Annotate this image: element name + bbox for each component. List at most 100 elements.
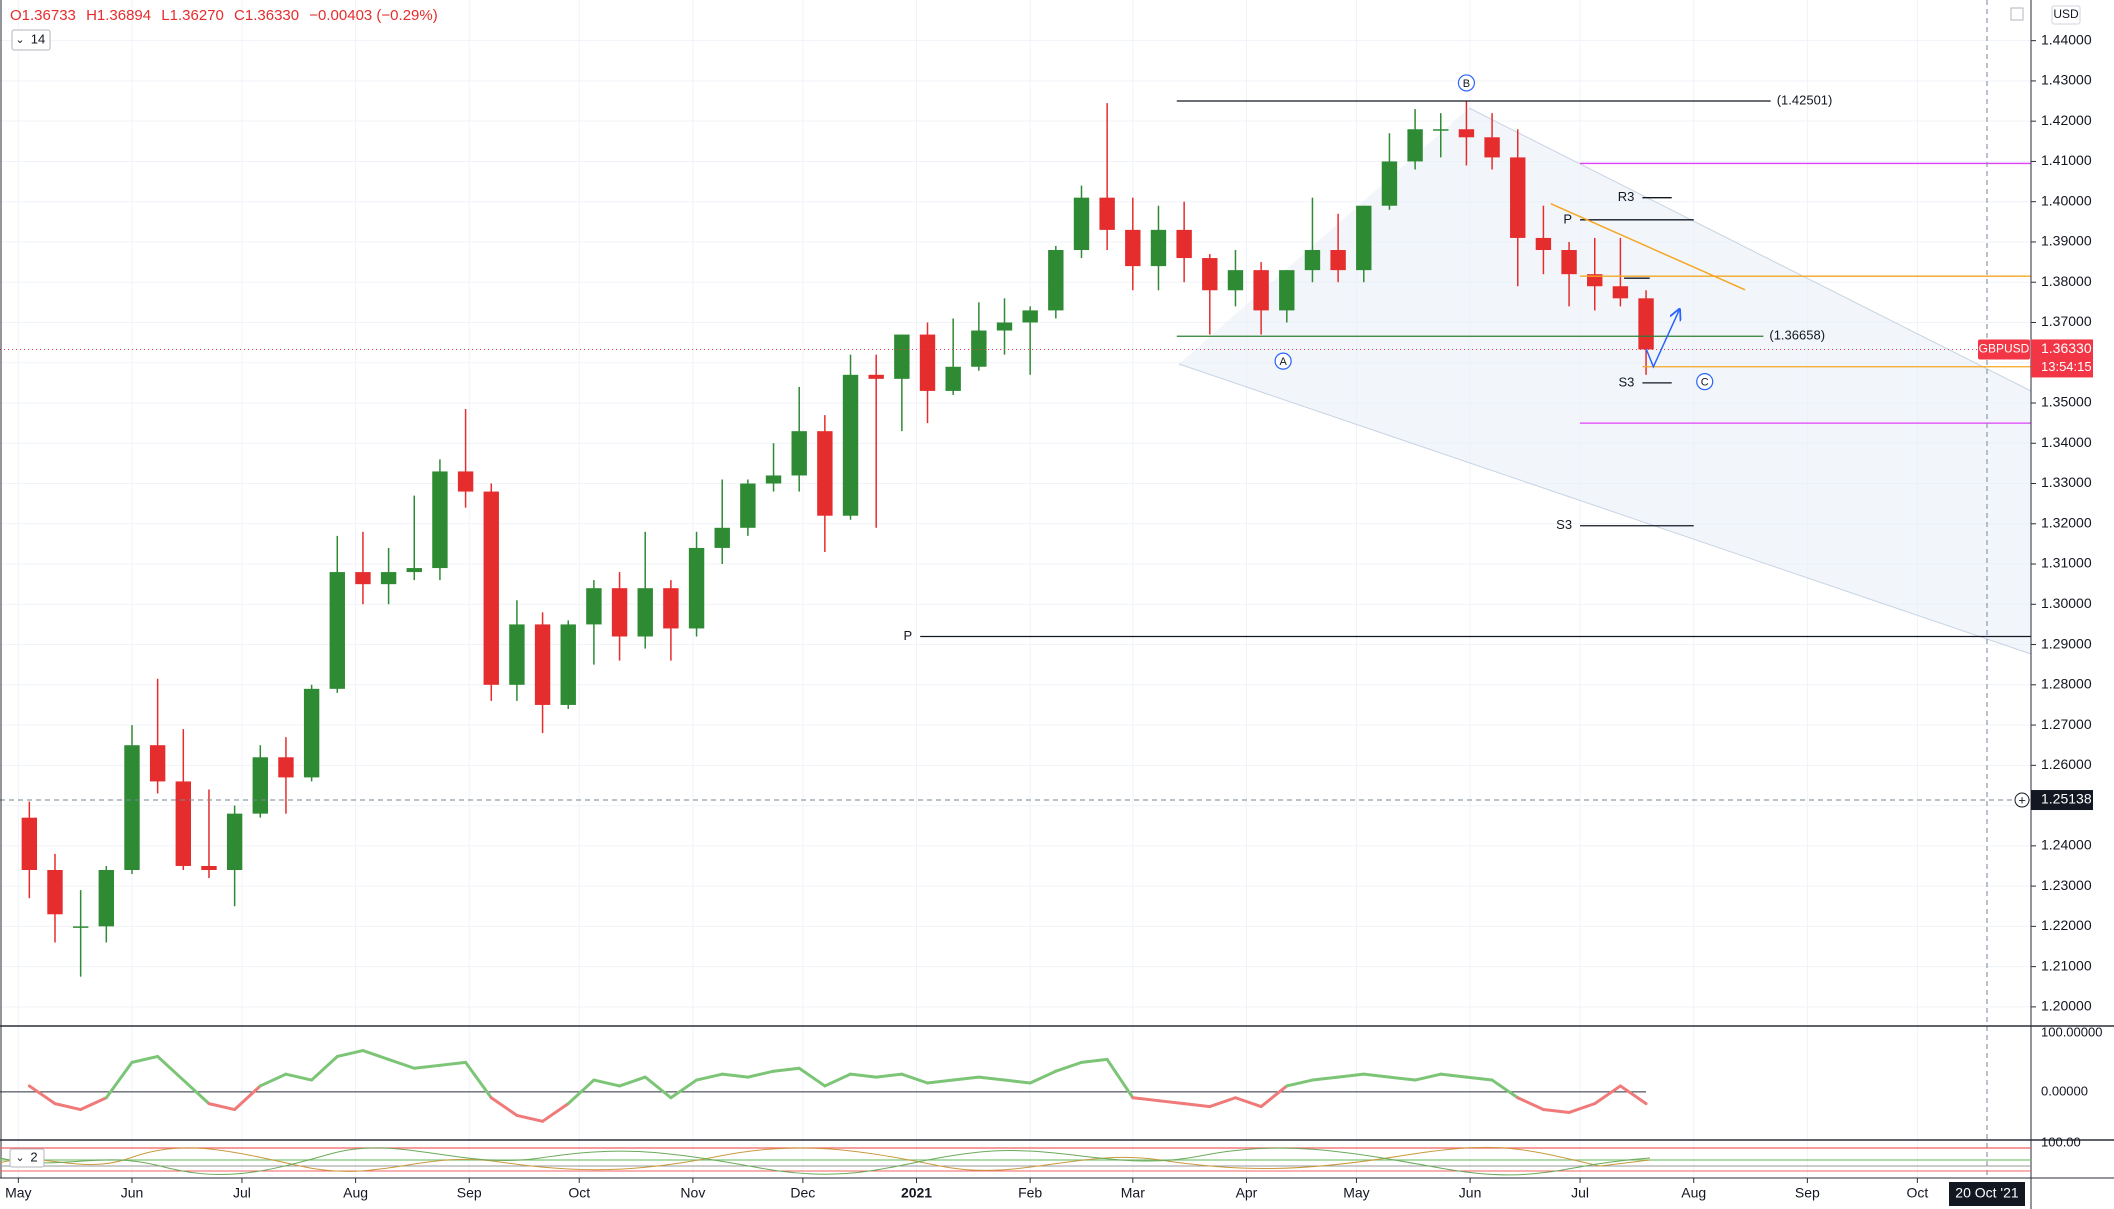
oscillator-segment	[1105, 1057, 1135, 1100]
y-tick-label: 1.23000	[2041, 877, 2092, 893]
candle-body	[1202, 258, 1218, 291]
candle-body	[483, 491, 499, 685]
candle-body	[534, 624, 551, 705]
candle-body	[1176, 229, 1192, 259]
oscillator-segment	[926, 1078, 955, 1085]
pivot-label: S3	[1618, 374, 1634, 389]
oscillator-segment	[797, 1066, 827, 1088]
candle-body	[1638, 298, 1654, 350]
candle-body	[1356, 205, 1372, 271]
price-tag	[2031, 339, 2093, 378]
y-tick-label: 1.20000	[2041, 998, 2092, 1014]
oscillator-segment	[1490, 1078, 1520, 1100]
candle-body	[149, 745, 166, 782]
candle-body	[380, 572, 397, 585]
oscillator-segment	[489, 1096, 519, 1117]
trendline	[1550, 203, 1746, 291]
interval-box[interactable]	[11, 29, 51, 51]
candle-body	[201, 865, 217, 871]
x-tick-label: May	[5, 1185, 31, 1201]
y-tick-label: 1.21000	[2041, 957, 2092, 973]
candle-body	[971, 330, 987, 367]
oscillator-segment	[1464, 1075, 1494, 1082]
pivot-label: P	[904, 628, 913, 643]
candle-body	[252, 757, 268, 814]
oscillator-segment	[951, 1075, 981, 1082]
date-tag-label: 20 Oct '21	[1955, 1185, 2019, 1201]
lower-panel: 2 ⌄	[0, 1146, 2031, 1176]
oscillator-segment	[1054, 1060, 1083, 1073]
maximize-icon[interactable]	[2010, 7, 2024, 21]
x-tick-label: Sep	[457, 1185, 482, 1201]
candle-body	[1125, 229, 1141, 267]
y-tick-label: 1.22000	[2041, 917, 2092, 933]
osc-tick-label: 0.00000	[2041, 1083, 2088, 1098]
oscillator-segment	[1387, 1075, 1417, 1082]
collapse-icon: ⌄	[15, 1152, 24, 1164]
candle-body	[1330, 250, 1346, 271]
oscillator-segment	[515, 1113, 545, 1123]
y-tick-label: 1.32000	[2041, 514, 2092, 530]
oscillator-segment	[79, 1096, 108, 1112]
plot: (1.42501) (1.36658) P S3 P R3 S3 A B C	[0, 0, 2031, 1178]
candle-body	[791, 431, 807, 476]
oscillator-segment	[1439, 1072, 1468, 1079]
oscillator-segment	[335, 1049, 365, 1058]
candle-body	[303, 688, 320, 778]
oscillator-segment	[1593, 1084, 1622, 1106]
oscillator-segment	[1156, 1099, 1186, 1106]
candle-body	[98, 870, 115, 927]
x-tick-label: Mar	[1121, 1185, 1145, 1201]
y-tick-label: 1.42000	[2041, 112, 2092, 128]
x-tick-label: Aug	[1681, 1185, 1706, 1201]
channel-edge	[1178, 363, 2032, 655]
candle-body	[740, 483, 756, 528]
oscillator-segment	[1079, 1057, 1109, 1064]
x-tick-label: Oct	[1906, 1185, 1928, 1201]
collapse-icon: ⌄	[15, 34, 24, 46]
candle-body	[72, 926, 89, 928]
interval[interactable]: 14	[31, 31, 45, 46]
oscillator-segment	[361, 1049, 391, 1061]
wave-label: C	[1701, 377, 1709, 389]
candle-body	[1022, 310, 1038, 323]
oscillator-segment	[772, 1066, 801, 1073]
candle-body	[47, 870, 63, 915]
currency-box[interactable]	[2051, 5, 2081, 25]
wave-marker	[1457, 74, 1476, 92]
candle-body	[560, 624, 576, 705]
trendline	[1645, 310, 1679, 369]
y-tick-label: 1.26000	[2041, 756, 2092, 772]
oscillator-segment	[1618, 1084, 1648, 1106]
candle-body	[586, 588, 602, 625]
oscillator-segment	[1336, 1072, 1366, 1079]
oscillator-segment	[592, 1078, 622, 1088]
candle-body	[765, 475, 782, 484]
candle-body	[1587, 274, 1603, 287]
candle-body	[355, 572, 371, 585]
candle-body	[842, 374, 859, 516]
crosshair-add[interactable]	[2014, 792, 2030, 808]
candle-body	[1484, 137, 1500, 158]
oscillator-segment	[27, 1084, 57, 1106]
oscillator-segment	[823, 1072, 853, 1088]
currency[interactable]: USD	[2053, 7, 2079, 21]
candle-body	[278, 757, 294, 778]
y-tick-label: 1.38000	[2041, 273, 2092, 289]
oscillator-segment	[977, 1075, 1007, 1082]
oscillator-segment	[1131, 1096, 1160, 1103]
oscillator-segment	[156, 1054, 185, 1082]
candle-body	[1304, 250, 1321, 271]
y-tick-label: 1.34000	[2041, 434, 2092, 450]
pivot-label: P	[1563, 211, 1572, 226]
y-tick-label: 1.33000	[2041, 474, 2092, 490]
x-tick-label: Nov	[680, 1185, 705, 1201]
candle-body	[1612, 286, 1629, 299]
x-tick-label: May	[1343, 1185, 1369, 1201]
ohlc-change: −0.00403 (−0.29%)	[309, 7, 437, 24]
x-tick-label: Sep	[1795, 1185, 1820, 1201]
candle-body	[868, 374, 884, 379]
oscillator-segment	[1182, 1102, 1212, 1109]
countdown: 13:54:15	[2041, 359, 2092, 374]
oscillator-segment	[695, 1072, 724, 1082]
